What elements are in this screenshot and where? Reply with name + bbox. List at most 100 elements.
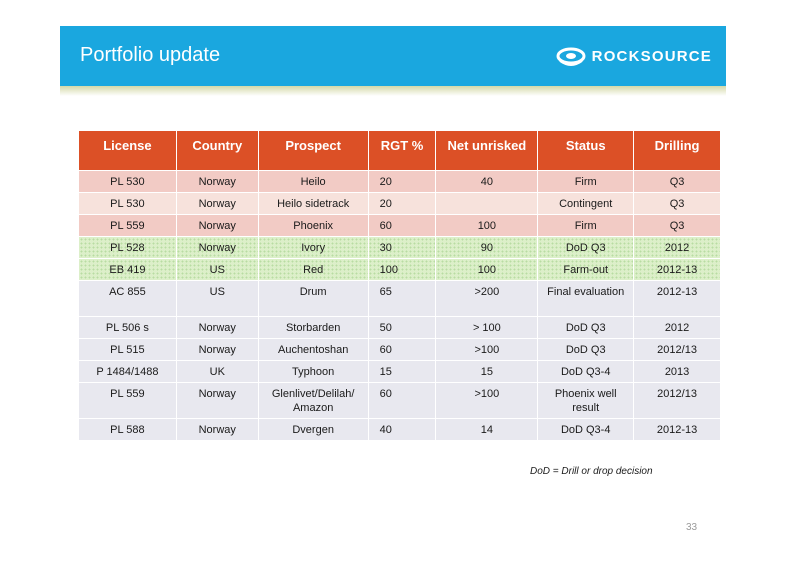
table-row: PL 530 Norway Heilo 20 40 Firm Q3 bbox=[78, 170, 721, 193]
table-row: PL 588 Norway Dvergen 40 14 DoD Q3-4 201… bbox=[78, 418, 721, 441]
cell-country: Norway bbox=[175, 382, 259, 419]
column-header-drilling: Drilling bbox=[633, 130, 721, 171]
cell-country: Norway bbox=[175, 236, 259, 259]
cell-status: Phoenix well result bbox=[537, 382, 635, 419]
cell-status: Contingent bbox=[537, 192, 635, 215]
column-header-license: License bbox=[78, 130, 177, 171]
cell-country: Norway bbox=[175, 338, 259, 361]
cell-prospect: Auchentoshan bbox=[257, 338, 369, 361]
table-row: PL 528 Norway Ivory 30 90 DoD Q3 2012 bbox=[78, 236, 721, 259]
cell-drilling: 2012 bbox=[633, 236, 721, 259]
slide-header: Portfolio update ROCKSOURCE bbox=[60, 26, 726, 86]
cell-status: Firm bbox=[537, 170, 635, 193]
cell-country: US bbox=[175, 280, 259, 317]
cell-net-unrisked: >200 bbox=[435, 280, 539, 317]
cell-prospect: Drum bbox=[257, 280, 369, 317]
page-title: Portfolio update bbox=[80, 44, 221, 66]
cell-rgt: 15 bbox=[367, 360, 437, 383]
cell-prospect: Typhoon bbox=[257, 360, 369, 383]
table-row: AC 855 US Drum 65 >200 Final evaluation … bbox=[78, 280, 721, 317]
cell-status: DoD Q3 bbox=[537, 338, 635, 361]
cell-status: DoD Q3-4 bbox=[537, 418, 635, 441]
cell-license: PL 588 bbox=[78, 418, 177, 441]
cell-status: Firm bbox=[537, 214, 635, 237]
cell-country: UK bbox=[175, 360, 259, 383]
cell-rgt: 60 bbox=[367, 382, 437, 419]
cell-prospect: Dvergen bbox=[257, 418, 369, 441]
cell-rgt: 65 bbox=[367, 280, 437, 317]
cell-drilling: 2012 bbox=[633, 316, 721, 339]
column-header-status: Status bbox=[537, 130, 635, 171]
cell-drilling: Q3 bbox=[633, 214, 721, 237]
cell-status: DoD Q3-4 bbox=[537, 360, 635, 383]
column-header-net-unrisked: Net unrisked bbox=[435, 130, 539, 171]
cell-prospect: Glenlivet/Delilah/ Amazon bbox=[257, 382, 369, 419]
cell-prospect: Ivory bbox=[257, 236, 369, 259]
cell-license: PL 530 bbox=[78, 170, 177, 193]
cell-prospect: Red bbox=[257, 258, 369, 281]
table-row: EB 419 US Red 100 100 Farm-out 2012-13 bbox=[78, 258, 721, 281]
cell-rgt: 20 bbox=[367, 170, 437, 193]
cell-rgt: 100 bbox=[367, 258, 437, 281]
cell-prospect: Heilo bbox=[257, 170, 369, 193]
logo-text: ROCKSOURCE bbox=[591, 47, 712, 65]
cell-drilling: 2012-13 bbox=[633, 280, 721, 317]
cell-country: US bbox=[175, 258, 259, 281]
cell-net-unrisked: 14 bbox=[435, 418, 539, 441]
cell-license: PL 559 bbox=[78, 382, 177, 419]
portfolio-table: License Country Prospect RGT % Net unris… bbox=[78, 130, 721, 441]
cell-status: Final evaluation bbox=[537, 280, 635, 317]
header-shadow bbox=[60, 86, 726, 96]
cell-drilling: 2012/13 bbox=[633, 382, 721, 419]
cell-drilling: 2012/13 bbox=[633, 338, 721, 361]
cell-rgt: 30 bbox=[367, 236, 437, 259]
cell-license: AC 855 bbox=[78, 280, 177, 317]
cell-rgt: 60 bbox=[367, 338, 437, 361]
cell-net-unrisked: > 100 bbox=[435, 316, 539, 339]
cell-prospect: Phoenix bbox=[257, 214, 369, 237]
table-row: PL 559 Norway Phoenix 60 100 Firm Q3 bbox=[78, 214, 721, 237]
footnote: DoD = Drill or drop decision bbox=[530, 466, 653, 477]
table-row: P 1484/1488 UK Typhoon 15 15 DoD Q3-4 20… bbox=[78, 360, 721, 383]
cell-license: EB 419 bbox=[78, 258, 177, 281]
cell-net-unrisked: >100 bbox=[435, 382, 539, 419]
cell-country: Norway bbox=[175, 316, 259, 339]
table-row: PL 515 Norway Auchentoshan 60 >100 DoD Q… bbox=[78, 338, 721, 361]
page-number: 33 bbox=[686, 522, 698, 533]
column-header-rgt: RGT % bbox=[367, 130, 437, 171]
cell-prospect: Heilo sidetrack bbox=[257, 192, 369, 215]
cell-net-unrisked: 100 bbox=[435, 214, 539, 237]
cell-country: Norway bbox=[175, 418, 259, 441]
cell-status: DoD Q3 bbox=[537, 236, 635, 259]
cell-country: Norway bbox=[175, 170, 259, 193]
cell-rgt: 20 bbox=[367, 192, 437, 215]
table-row: PL 559 Norway Glenlivet/Delilah/ Amazon … bbox=[78, 382, 721, 419]
cell-drilling: 2012-13 bbox=[633, 258, 721, 281]
cell-license: PL 528 bbox=[78, 236, 177, 259]
cell-license: PL 530 bbox=[78, 192, 177, 215]
rocksource-logo: ROCKSOURCE bbox=[556, 42, 712, 70]
cell-prospect: Storbarden bbox=[257, 316, 369, 339]
cell-license: PL 559 bbox=[78, 214, 177, 237]
table-row: PL 530 Norway Heilo sidetrack 20 Conting… bbox=[78, 192, 721, 215]
cell-country: Norway bbox=[175, 192, 259, 215]
cell-status: DoD Q3 bbox=[537, 316, 635, 339]
cell-license: PL 506 s bbox=[78, 316, 177, 339]
cell-drilling: Q3 bbox=[633, 170, 721, 193]
column-header-prospect: Prospect bbox=[257, 130, 369, 171]
cell-country: Norway bbox=[175, 214, 259, 237]
cell-drilling: 2013 bbox=[633, 360, 721, 383]
table-row: PL 506 s Norway Storbarden 50 > 100 DoD … bbox=[78, 316, 721, 339]
cell-rgt: 50 bbox=[367, 316, 437, 339]
rocksource-logo-icon bbox=[556, 47, 586, 66]
cell-net-unrisked: 40 bbox=[435, 170, 539, 193]
table-header-row: License Country Prospect RGT % Net unris… bbox=[78, 130, 721, 171]
cell-net-unrisked: >100 bbox=[435, 338, 539, 361]
cell-license: PL 515 bbox=[78, 338, 177, 361]
cell-license: P 1484/1488 bbox=[78, 360, 177, 383]
cell-status: Farm-out bbox=[537, 258, 635, 281]
cell-drilling: Q3 bbox=[633, 192, 721, 215]
cell-net-unrisked: 15 bbox=[435, 360, 539, 383]
cell-rgt: 40 bbox=[367, 418, 437, 441]
cell-net-unrisked: 100 bbox=[435, 258, 539, 281]
